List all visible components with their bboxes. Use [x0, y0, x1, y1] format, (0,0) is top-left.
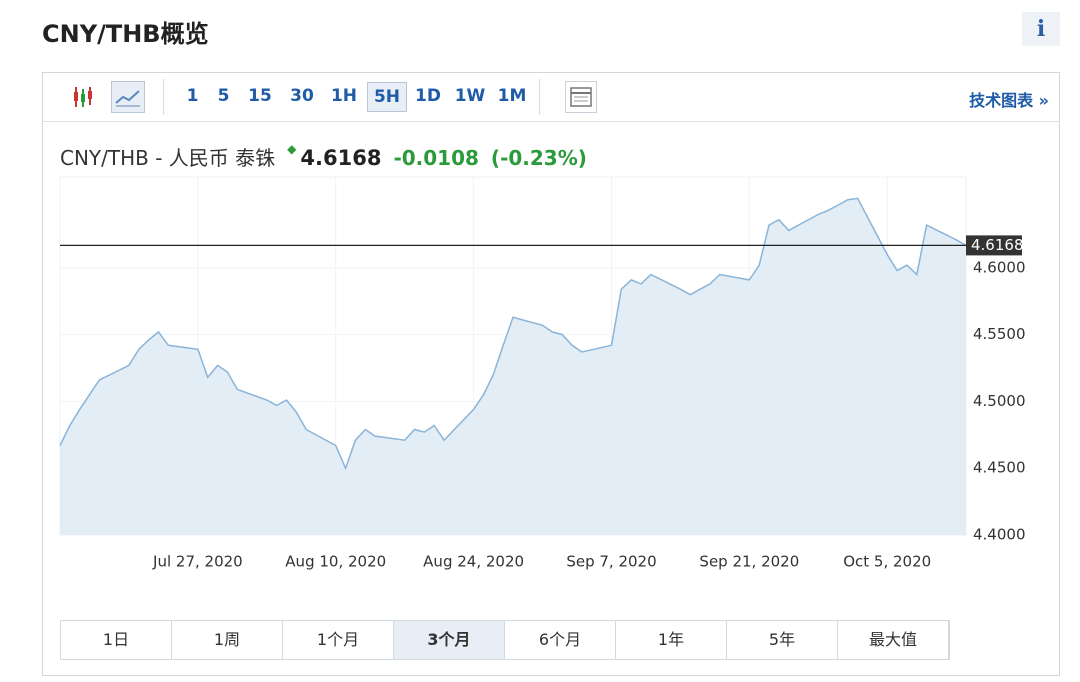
range-button[interactable]: 3个月 — [394, 621, 505, 659]
change: -0.0108 — [393, 146, 479, 170]
y-tick-label: 4.4000 — [973, 526, 1026, 544]
interval-button[interactable]: 1 — [186, 86, 199, 106]
y-tick-label: 4.6000 — [973, 258, 1026, 276]
interval-button[interactable]: 1H — [330, 86, 358, 106]
change-percent: (-0.23%) — [490, 146, 587, 170]
interval-button[interactable]: 1D — [415, 86, 441, 106]
range-button[interactable]: 1日 — [61, 621, 172, 659]
range-button[interactable]: 1年 — [616, 621, 727, 659]
range-button[interactable]: 1周 — [172, 621, 283, 659]
interval-button[interactable]: 5H — [367, 82, 407, 112]
x-tick-label: Oct 5, 2020 — [843, 553, 931, 571]
interval-button[interactable]: 30 — [290, 86, 314, 106]
quote-line: CNY/THB - 人民币 泰铢 ◆ 4.6168 -0.0108 (-0.23%) — [60, 142, 599, 171]
down-arrow: ◆ — [287, 142, 297, 156]
x-tick-label: Aug 24, 2020 — [423, 553, 524, 571]
x-tick-label: Sep 21, 2020 — [699, 553, 799, 571]
y-tick-label: 4.5500 — [973, 325, 1026, 343]
separator — [539, 79, 540, 115]
price-line — [59, 197, 967, 471]
x-tick-label: Jul 27, 2020 — [152, 553, 243, 571]
page-title: CNY/THB概览 — [42, 20, 209, 48]
technical-chart-link[interactable]: 技术图表 » — [969, 91, 1049, 110]
x-tick-label: Sep 7, 2020 — [566, 553, 656, 571]
info-button[interactable]: i — [1022, 12, 1060, 46]
range-button[interactable]: 1个月 — [283, 621, 394, 659]
x-tick-label: Aug 10, 2020 — [285, 553, 386, 571]
table-icon[interactable] — [565, 81, 597, 113]
interval-button[interactable]: 1W — [454, 86, 486, 106]
chart: 4.4000 4.4500 4.5000 4.5500 4.6000 Jul 27, 20… — [59, 176, 1026, 571]
y-tick-label: 4.5000 — [973, 392, 1026, 410]
interval-button[interactable]: 5 — [217, 86, 230, 106]
range-button[interactable]: 5年 — [727, 621, 838, 659]
widget-frame — [42, 72, 1060, 676]
reference-badge — [966, 235, 1022, 256]
interval-button[interactable]: 1M — [497, 86, 527, 106]
toolbar: 技术图表 » 1 5 15 30 1H 5H 1D 1W 1M — [43, 73, 1059, 122]
range-button[interactable]: 最大值 — [838, 621, 949, 659]
area — [60, 198, 966, 535]
range-button[interactable]: 6个月 — [505, 621, 616, 659]
price: 4.6168 — [300, 146, 382, 170]
separator — [163, 79, 164, 115]
reference-label: 4.6168 — [971, 236, 1024, 254]
range-selector: 1日 1周 1个月 3个月 6个月 1年 5年 最大值 — [60, 620, 950, 660]
y-tick-label: 4.4500 — [973, 459, 1026, 477]
line-chart-icon[interactable] — [111, 81, 145, 113]
pair-name: CNY/THB - 人民币 泰铢 — [60, 146, 276, 170]
interval-button[interactable]: 15 — [248, 86, 272, 106]
candlestick-icon[interactable] — [71, 85, 97, 109]
